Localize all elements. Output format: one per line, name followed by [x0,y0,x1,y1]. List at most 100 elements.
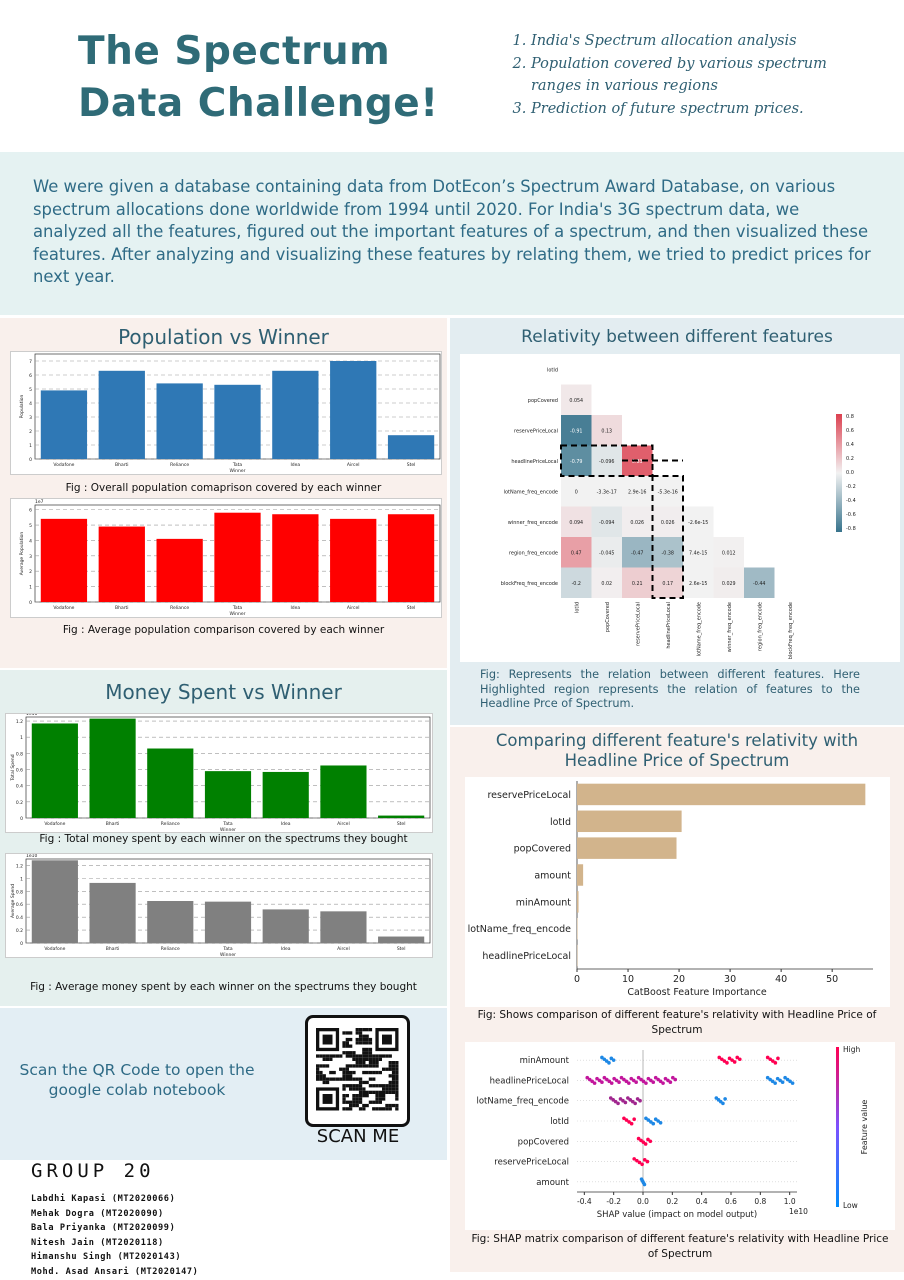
x-tick-label: Vodafone [53,605,74,611]
cell-value: 7.4e-15 [689,550,707,556]
qr-module [395,1080,399,1085]
heatmap-cell [652,537,683,568]
bar-reliance [147,748,194,818]
shap-point [770,1079,775,1084]
heatmap-cell [591,476,622,507]
qr-module [355,1094,359,1098]
qr-module [358,1080,363,1085]
member: Mehak Dogra (MT2020090) [31,1208,164,1219]
heatmap-cell [561,567,592,598]
qr-module [322,1064,326,1068]
y-tick-label: 5 [29,523,32,529]
qr-module [342,1041,346,1045]
x-tick-label: 0.2 [666,1197,678,1206]
y-tick-label: headlinePriceLocal [482,951,571,962]
qr-module [391,1087,396,1091]
qr-module [358,1061,363,1065]
row-label: headlinePriceLocal [511,459,558,465]
qr-module [352,1070,356,1075]
y-tick-label: 0.8 [16,889,23,895]
col-label: lotName_freq_encode [696,602,702,656]
shap-point [668,1080,673,1085]
qr-finder [322,1094,333,1104]
cell-value: 0.02 [601,581,612,587]
member: Mohd. Asad Ansari (MT2020147) [31,1266,199,1277]
x-tick-label: Tata [222,946,233,952]
bar-tata [214,512,261,602]
population-panel: Population vs Winner 0 1 2 3 4 5 6 7 Vodafone Bha… [0,318,447,668]
col-label: winner_freq_encode [727,602,733,652]
x-tick-label: Reliance [161,821,180,827]
y-tick-label: 3 [29,554,32,560]
row-label: winner_freq_encode [508,520,558,526]
feature-label: popCovered [518,1137,569,1147]
qr-module [349,1031,353,1035]
y-tick-label: 6 [29,373,32,379]
qr-module [375,1094,379,1098]
qr-module [395,1067,399,1071]
bar-bharti [98,526,145,602]
qr-module [349,1084,353,1088]
qr-module [349,1077,353,1081]
qr-module [395,1064,399,1068]
qr-module [355,1100,359,1104]
qr-module [365,1103,369,1108]
qr-module [325,1054,330,1058]
qr-module [316,1054,320,1058]
bar-reliance [147,901,194,943]
bar-bharti [89,718,136,818]
shap-point [730,1058,734,1062]
qr-module [355,1097,359,1101]
x-tick-label: 0.6 [725,1197,737,1206]
page-title: The Spectrum Data Challenge! [78,26,439,130]
x-tick-label: 20 [673,974,685,985]
shap-point [609,1081,614,1085]
bar-vodafone [31,723,78,818]
row-label: reservePriceLocal [514,428,558,434]
shap-point [642,1182,647,1187]
qr-module [355,1057,359,1061]
qr-code[interactable] [305,1015,410,1127]
x-axis-label: SHAP value (impact on model output) [597,1210,757,1220]
qr-module [375,1100,379,1104]
qr-module [365,1070,369,1075]
qr-module [362,1103,366,1108]
money-total-svg: 0 0.2 0.4 0.6 0.8 1 1.2 Vodafone Bharti Reliance T… [10,711,431,833]
qr-module [355,1103,359,1108]
qr-module [391,1074,396,1078]
qr-module [388,1107,392,1111]
qr-module [378,1107,382,1111]
heatmap-cell [713,567,744,598]
y-tick-label: minAmount [516,897,572,908]
qr-module [395,1103,399,1108]
y-tick-label: amount [534,871,571,882]
row-label: region_freq_encode [509,550,558,556]
x-tick-label: Idea [290,605,300,611]
x-axis-label: Winner [220,952,236,958]
qr-module [358,1090,363,1094]
cell-value: 0 [575,489,578,495]
cell-value: -0.79 [570,459,582,465]
qr-module [385,1090,389,1094]
qr-module [362,1090,366,1094]
qr-module [365,1041,369,1045]
goal-item: India's Spectrum allocation analysis [531,30,845,53]
shap-point [771,1059,775,1063]
scale-label: 1e7 [35,499,44,505]
shap-point [721,1101,725,1106]
qr-module [319,1077,323,1081]
qr-module [349,1087,353,1091]
qr-module [365,1057,369,1061]
y-axis-label: Average Spend [10,884,16,918]
money-caption-1: Fig : Total money spent by each winner o… [39,833,408,845]
shap-point [785,1077,790,1082]
x-tick-label: Stel [397,821,406,827]
cell-value: 0.13 [601,428,612,434]
qr-module [358,1034,363,1038]
qr-module [349,1051,353,1055]
row-label: lotId [547,367,558,373]
qr-module [378,1084,382,1088]
qr-module [368,1054,373,1058]
qr-module [316,1064,320,1068]
qr-module [368,1047,373,1052]
